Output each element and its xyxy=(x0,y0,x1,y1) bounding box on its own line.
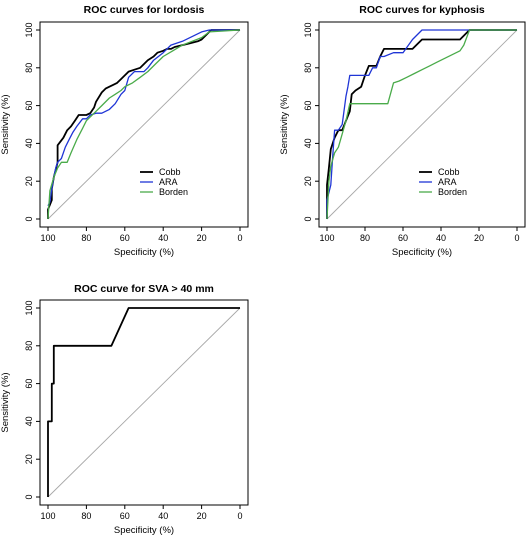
x-tick-label: 100 xyxy=(40,511,55,521)
x-axis-label: Specificity (%) xyxy=(392,247,452,258)
legend-label: Cobb xyxy=(159,167,181,177)
x-tick-label: 60 xyxy=(120,511,130,521)
x-tick-label: 100 xyxy=(319,233,334,243)
y-axis-label: Sensitivity (%) xyxy=(279,94,290,154)
legend-label: Cobb xyxy=(438,167,460,177)
series-line-roc xyxy=(47,307,240,497)
x-tick-label: 60 xyxy=(398,233,408,243)
y-tick-label: 80 xyxy=(24,63,34,73)
y-tick-label: 60 xyxy=(303,101,313,111)
y-axis-label: Sensitivity (%) xyxy=(0,372,11,432)
x-tick-label: 80 xyxy=(81,233,91,243)
series-line-borden xyxy=(47,29,241,220)
chart-title: ROC curves for lordosis xyxy=(84,4,205,16)
x-tick-label: 20 xyxy=(474,233,484,243)
y-tick-label: 40 xyxy=(24,138,34,148)
legend-label: Borden xyxy=(159,187,188,197)
x-tick-label: 20 xyxy=(197,511,207,521)
y-tick-label: 80 xyxy=(24,341,34,351)
plot-frame xyxy=(39,299,249,506)
chart-panel-2: ROC curves for kyphosis 100 80 60 40 20 0 0 20 40… xyxy=(279,4,526,258)
y-tick-label: 60 xyxy=(24,379,34,389)
x-tick-label: 20 xyxy=(197,233,207,243)
legend-label: ARA xyxy=(438,177,457,187)
y-tick-label: 40 xyxy=(303,138,313,148)
plot-frame xyxy=(318,21,526,228)
chart-title: ROC curves for kyphosis xyxy=(359,4,485,16)
x-tick-label: 40 xyxy=(436,233,446,243)
x-tick-label: 0 xyxy=(514,233,519,243)
y-tick-label: 40 xyxy=(24,416,34,426)
y-tick-label: 20 xyxy=(303,176,313,186)
chart-title: ROC curve for SVA > 40 mm xyxy=(74,283,214,295)
y-tick-label: 100 xyxy=(303,22,313,37)
y-tick-label: 20 xyxy=(24,454,34,464)
x-axis-label: Specificity (%) xyxy=(114,247,174,258)
x-axis-label: Specificity (%) xyxy=(114,525,174,536)
y-tick-label: 0 xyxy=(303,216,313,221)
chart-panel-3: ROC curve for SVA > 40 mm 100 80 60 40 20 0 0 20… xyxy=(0,283,249,536)
x-tick-label: 80 xyxy=(81,511,91,521)
y-tick-label: 0 xyxy=(24,494,34,499)
chart-panel-1: ROC curves for lordosis 100 80 60 40 20 0 0 20 40… xyxy=(0,4,249,258)
series-line-borden xyxy=(326,29,517,220)
y-tick-label: 0 xyxy=(24,216,34,221)
y-tick-label: 80 xyxy=(303,63,313,73)
x-tick-label: 80 xyxy=(360,233,370,243)
y-tick-label: 60 xyxy=(24,101,34,111)
x-tick-label: 0 xyxy=(237,511,242,521)
y-tick-label: 20 xyxy=(24,176,34,186)
y-axis-label: Sensitivity (%) xyxy=(0,94,11,154)
legend-label: ARA xyxy=(159,177,178,187)
series-line-ara xyxy=(47,29,240,207)
y-tick-label: 100 xyxy=(24,300,34,315)
legend-label: Borden xyxy=(438,187,467,197)
x-tick-label: 0 xyxy=(237,233,242,243)
x-tick-label: 60 xyxy=(120,233,130,243)
x-tick-label: 40 xyxy=(158,511,168,521)
reference-diagonal xyxy=(47,307,241,498)
x-tick-label: 100 xyxy=(40,233,55,243)
reference-diagonal xyxy=(47,29,241,220)
reference-diagonal xyxy=(326,29,518,220)
x-tick-label: 40 xyxy=(158,233,168,243)
y-tick-label: 100 xyxy=(24,22,34,37)
series-line-ara xyxy=(326,29,517,219)
plot-frame xyxy=(39,21,249,228)
